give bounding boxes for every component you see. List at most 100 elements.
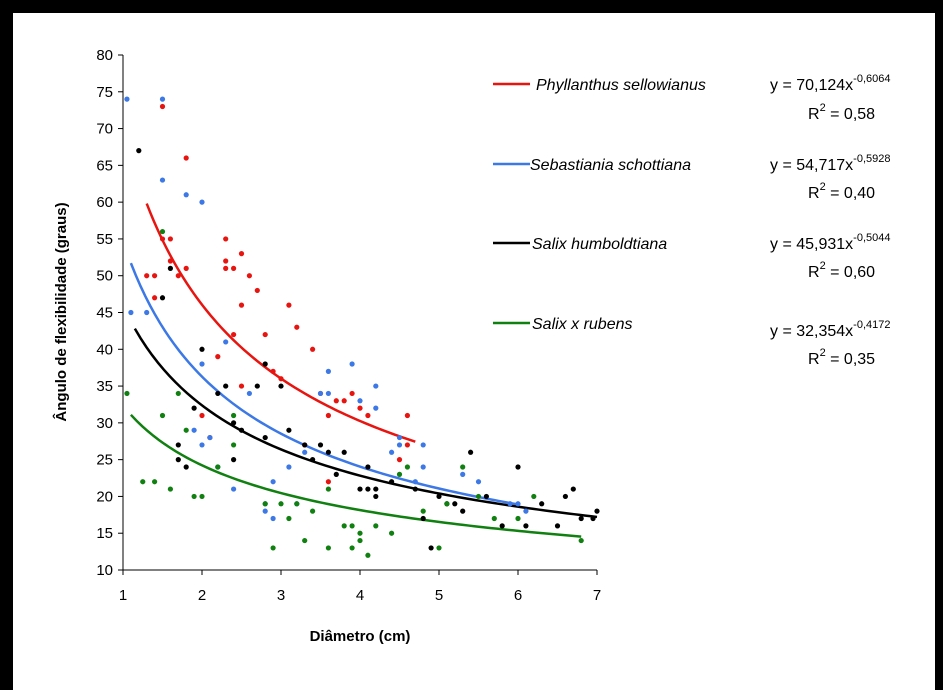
y-tick-label: 35 [96,378,113,395]
y-tick-label: 20 [96,488,113,505]
series-3-point [373,486,379,492]
series-3-point [254,383,260,389]
series-2-point [246,390,252,397]
series-4-point [231,442,237,448]
series-3-point [215,390,221,397]
series-4-point [341,523,347,529]
r-squared-label: R2 = 0,35 [808,347,875,368]
series-3-point [499,523,505,529]
series-4-trend-line [129,413,582,538]
series-3-point [460,508,466,514]
series-4-point [491,515,497,522]
series-3-point [167,265,173,271]
series-1-point [333,398,339,404]
series-2-point [159,177,166,183]
series-4-point [357,537,363,544]
series-1-point [223,258,229,264]
series-3-point [523,523,529,529]
series-3-point [365,464,371,470]
series-3-point [578,515,584,522]
series-3-point [468,449,474,455]
series-4-point [286,515,292,522]
series-4-point [404,464,410,470]
series-1-point [404,412,410,419]
series-2-point [396,442,403,448]
series-3-point [515,464,521,470]
series-4-point [159,228,166,235]
series-3-point [333,471,339,477]
series-1-point [310,346,316,352]
series-4-point [475,493,482,500]
series-2-point [207,434,213,441]
y-tick-label: 75 [96,84,113,101]
series-1-point [341,398,347,404]
series-1-point [144,273,150,279]
series-1-point [404,442,410,448]
series-2-point [373,383,379,389]
series-2-point [523,508,529,514]
series-3-point [136,148,142,154]
series-2-point [183,192,189,198]
series-3-point [199,346,205,352]
series-2-point [357,398,363,404]
series-1-point [396,457,403,463]
equation-label: y = 32,354x-0,4172 [770,319,890,340]
series-1-point [167,258,173,264]
series-1-point [238,251,245,257]
series-2-point [199,442,205,448]
series-1-point [223,236,229,242]
series-3-point [483,493,489,500]
x-tick-label: 2 [198,587,206,604]
series-3-point [554,523,561,529]
y-tick-label: 15 [96,525,113,542]
series-2-point [460,471,466,477]
series-3-point [175,457,181,463]
series-3-point [325,449,331,455]
series-3-point [310,457,316,463]
series-2-point [475,479,482,485]
series-4-point [389,530,395,536]
series-3-point [570,486,576,492]
series-4-point [349,523,355,529]
legend-label: Phyllanthus sellowianus [536,77,706,94]
equation-label: y = 45,931x-0,5044 [770,232,890,253]
y-tick-label: 30 [96,415,113,432]
series-1-point [278,376,284,382]
series-2-point [515,501,521,507]
series-4-point [373,523,379,529]
series-3-point [389,479,395,485]
series-1-point [183,265,189,271]
series-3-point [223,383,229,389]
series-1-point [270,368,276,374]
series-2-point [325,390,331,397]
series-3-point [365,486,371,492]
y-tick-label: 60 [96,194,113,211]
series-4-point [183,427,189,433]
series-3-point [302,442,308,448]
trend-lines [129,203,598,538]
chart-axes [118,54,598,575]
series-1-point [199,412,205,419]
x-tick-label: 5 [435,587,443,604]
series-4-point [357,530,363,536]
series-1-point [159,236,166,242]
legend-item-phyllanthus: Phyllanthus sellowianus y = 70,124x-0,60… [493,73,890,123]
y-tick-label: 45 [96,305,113,322]
series-2-trend-line [129,262,519,506]
y-tick-label: 70 [96,121,113,138]
series-4-point [215,464,221,470]
legend-item-sebastiania: Sebastiania schottiana y = 54,717x-0,592… [493,153,890,202]
series-4-point [325,486,331,492]
series-1-point [167,236,173,242]
series-2-point [317,390,324,397]
series-4-point [310,508,316,514]
series-4-point [167,486,173,492]
series-4-point [578,537,584,544]
legend-item-salix-rubens: Salix x rubens y = 32,354x-0,4172 R2 = 0… [493,316,890,368]
series-4-point [460,464,466,470]
series-3-point [317,442,324,448]
series-4-point [294,501,300,507]
series-4-point [302,537,308,544]
